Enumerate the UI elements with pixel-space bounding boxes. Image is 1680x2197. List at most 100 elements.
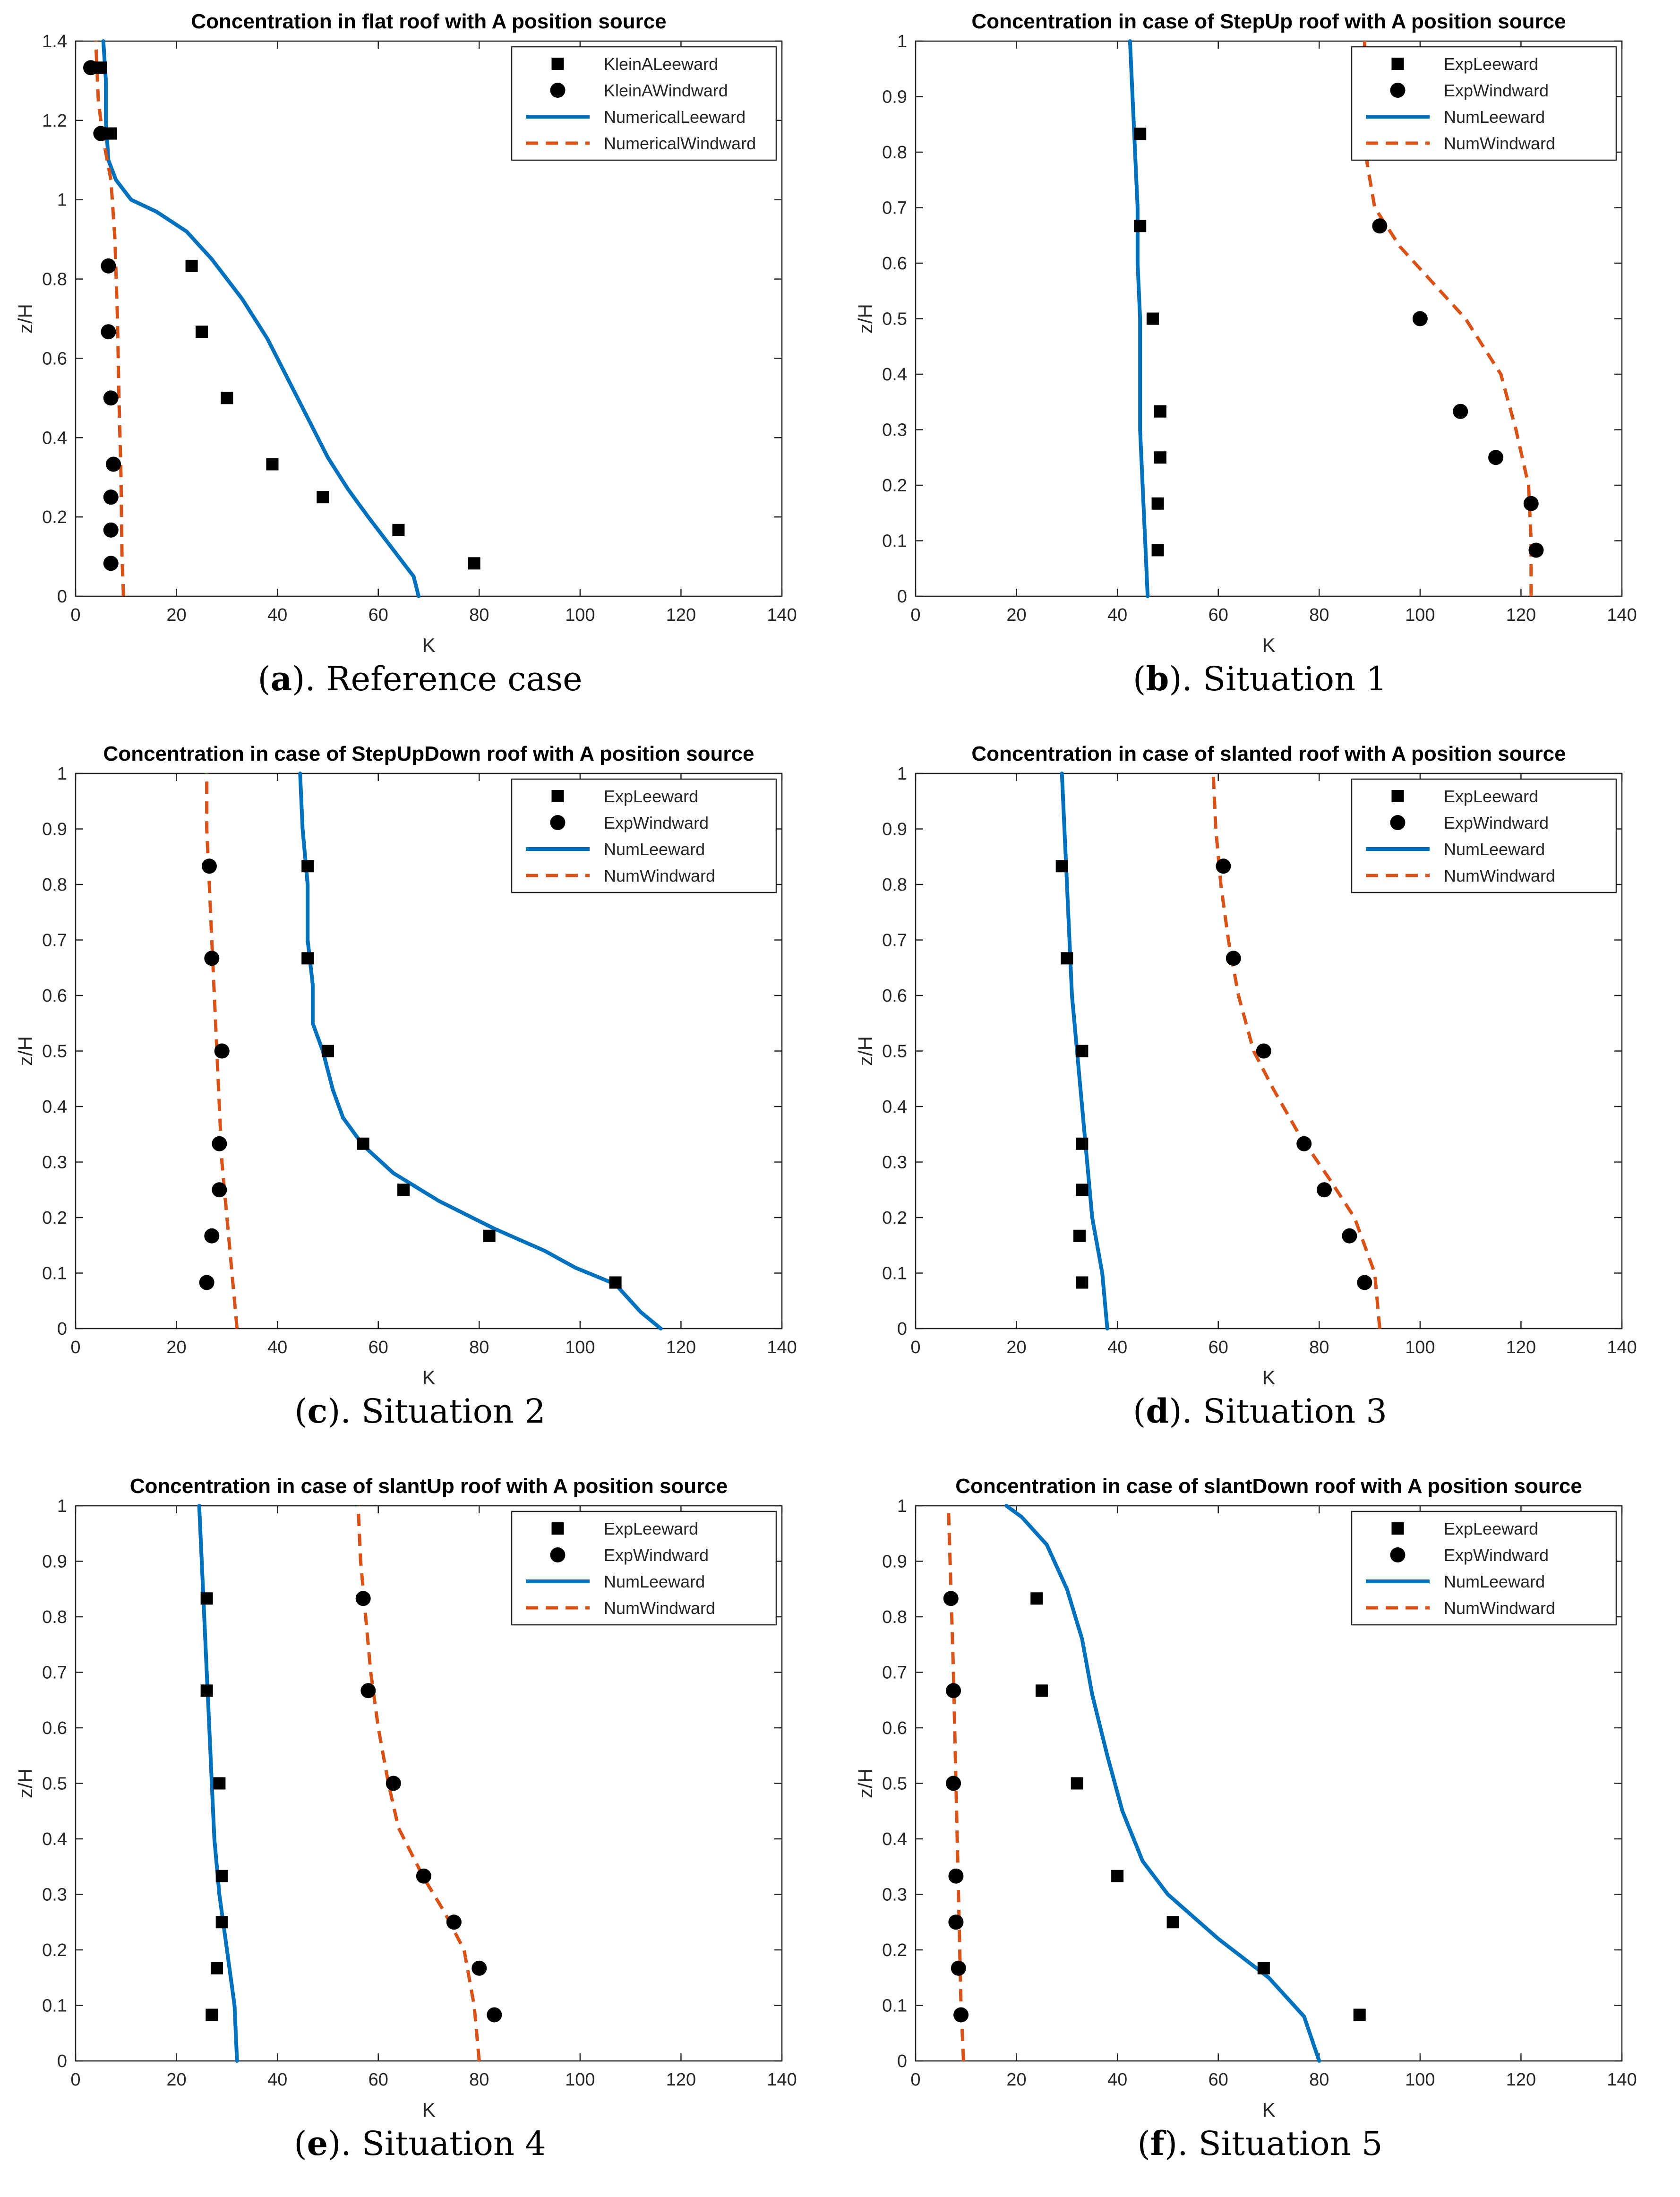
legend-label: ExpLeeward	[1444, 1519, 1538, 1538]
chart-panel-e: Concentration in case of slantUp roof wi…	[0, 1465, 840, 2197]
y-tick-label: 0.1	[42, 1996, 67, 2016]
exp-leeward-point	[1030, 1592, 1043, 1605]
caption-letter: d	[1146, 1391, 1169, 1431]
legend-label: ExpWindward	[1444, 81, 1549, 100]
x-tick-label: 60	[1209, 605, 1228, 625]
y-tick-label: 0.5	[882, 1042, 907, 1062]
chart-svg: Concentration in flat roof with A positi…	[14, 10, 797, 656]
y-tick-label: 0.9	[42, 1552, 67, 1572]
exp-windward-point	[386, 1776, 401, 1791]
y-tick-label: 0.2	[882, 1208, 907, 1228]
exp-windward-point	[1523, 496, 1539, 511]
exp-leeward-point	[1071, 1777, 1083, 1790]
exp-leeward-point	[1134, 220, 1147, 232]
caption-letter: f	[1150, 2124, 1165, 2163]
exp-leeward-point	[1055, 860, 1068, 873]
y-tick-label: 0.6	[42, 1718, 67, 1738]
legend: ExpLeeward ExpWindward NumLeeward NumWindwa…	[1351, 1510, 1617, 1626]
x-axis-label: K	[1262, 634, 1275, 656]
y-tick-label: 0.7	[882, 1663, 907, 1683]
x-tick-label: 80	[469, 605, 489, 625]
chart-title: Concentration in case of slantUp roof wi…	[130, 1475, 728, 1498]
y-tick-label: 0.5	[882, 1774, 907, 1794]
legend-label: NumWindward	[604, 866, 715, 885]
exp-leeward-point	[1166, 1916, 1179, 1929]
chart-svg: Concentration in case of slantDown roof …	[854, 1475, 1637, 2121]
legend: ExpLeeward ExpWindward NumLeeward NumWindwa…	[1351, 46, 1617, 161]
y-tick-label: 0.2	[882, 476, 907, 496]
y-tick-label: 0.2	[42, 507, 67, 527]
figure-caption: (d). Situation 3	[1133, 1391, 1387, 1431]
legend-marker-circle	[550, 815, 566, 830]
y-tick-label: 0.1	[42, 1264, 67, 1284]
chart-title: Concentration in case of StepUpDown roof…	[103, 742, 754, 765]
exp-windward-point	[948, 1868, 964, 1884]
exp-windward-point	[212, 1182, 227, 1198]
y-axis-label: z/H	[14, 304, 36, 334]
exp-windward-point	[1342, 1228, 1357, 1244]
y-tick-label: 0.4	[42, 1097, 67, 1117]
caption-text: . Situation 5	[1177, 2124, 1383, 2163]
x-tick-label: 120	[1506, 1338, 1536, 1357]
exp-leeward-point	[1151, 544, 1164, 557]
y-tick-label: 0.1	[882, 1264, 907, 1284]
x-tick-label: 140	[1607, 1338, 1637, 1357]
chart-title: Concentration in case of StepUp roof wit…	[971, 10, 1566, 33]
exp-leeward-point	[1076, 1276, 1089, 1289]
caption-text: . Situation 2	[340, 1392, 546, 1431]
y-tick-label: 0.2	[882, 1940, 907, 1960]
x-tick-label: 120	[1506, 2070, 1536, 2090]
exp-leeward-point	[301, 952, 314, 965]
y-tick-label: 0.8	[42, 270, 67, 290]
legend-label: NumLeeward	[604, 840, 705, 859]
y-tick-label: 0.7	[42, 1663, 67, 1683]
exp-windward-point	[1216, 858, 1231, 874]
x-axis-label: K	[422, 634, 435, 656]
legend-label: ExpLeeward	[1444, 787, 1538, 806]
y-tick-label: 0.6	[42, 986, 67, 1006]
exp-windward-point	[199, 1275, 214, 1290]
x-tick-label: 80	[1309, 605, 1329, 625]
legend-marker-circle	[1390, 83, 1406, 98]
y-tick-label: 0.2	[42, 1940, 67, 1960]
legend-label: NumLeeward	[1444, 840, 1545, 859]
y-tick-label: 0.7	[882, 198, 907, 218]
legend-label: NumLeeward	[604, 1572, 705, 1591]
x-tick-label: 0	[910, 605, 920, 625]
y-tick-label: 0.8	[882, 875, 907, 895]
exp-leeward-point	[301, 860, 314, 873]
figure-caption: (a). Reference case	[257, 659, 583, 698]
x-tick-label: 80	[469, 2070, 489, 2090]
exp-leeward-point	[357, 1137, 369, 1150]
x-tick-label: 0	[70, 1338, 80, 1357]
legend-label: ExpLeeward	[604, 1519, 698, 1538]
exp-leeward-point	[321, 1045, 334, 1057]
chart-title: Concentration in flat roof with A positi…	[191, 10, 666, 33]
exp-leeward-point	[1151, 497, 1164, 510]
exp-windward-point	[201, 858, 217, 874]
y-tick-label: 0.8	[42, 875, 67, 895]
legend-label: NumericalLeeward	[604, 107, 746, 127]
y-axis-label: z/H	[854, 1036, 876, 1066]
y-tick-label: 0.1	[882, 1996, 907, 2016]
y-axis-label: z/H	[854, 1768, 876, 1798]
x-tick-label: 140	[767, 2070, 797, 2090]
y-tick-label: 0.3	[882, 1153, 907, 1173]
legend-label: ExpWindward	[604, 813, 709, 832]
chart-svg: Concentration in case of StepUp roof wit…	[854, 10, 1637, 656]
y-tick-label: 0	[897, 587, 907, 607]
y-tick-label: 0.7	[42, 931, 67, 951]
x-tick-label: 100	[1405, 1338, 1435, 1357]
series-num-windward-line	[1211, 773, 1381, 1329]
x-tick-label: 40	[267, 1338, 287, 1357]
x-axis-label: K	[422, 1366, 435, 1389]
y-tick-label: 0	[897, 2051, 907, 2071]
caption-text: . Situation 4	[341, 2124, 546, 2163]
x-axis-label: K	[1262, 1366, 1275, 1389]
x-tick-label: 60	[369, 1338, 388, 1357]
legend-label: NumericalWindward	[604, 134, 756, 153]
x-tick-label: 40	[1107, 605, 1127, 625]
exp-windward-point	[446, 1914, 462, 1930]
exp-windward-point	[946, 1683, 961, 1699]
